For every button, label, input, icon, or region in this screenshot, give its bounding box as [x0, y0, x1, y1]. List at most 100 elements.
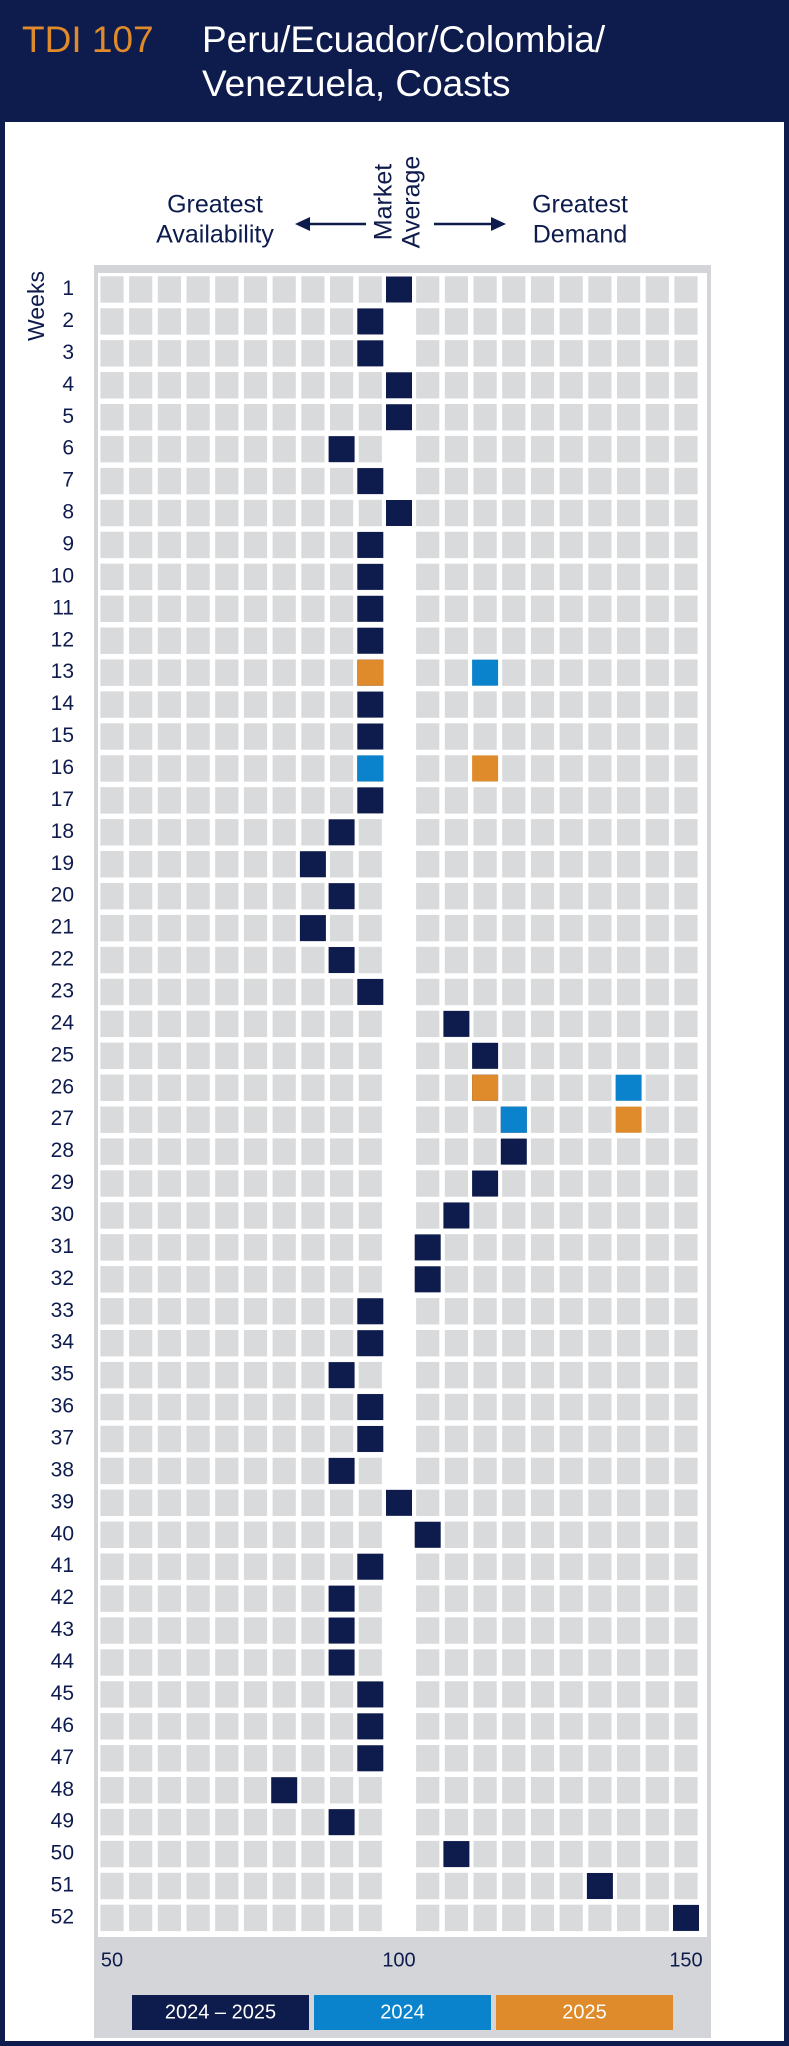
- grid-cell: [530, 1266, 555, 1293]
- dot: [357, 595, 384, 622]
- grid-cell: [502, 1202, 526, 1229]
- grid-cell: [444, 1808, 468, 1836]
- grid-cell: [416, 1585, 440, 1612]
- grid-cell: [129, 914, 153, 942]
- grid-cell: [186, 435, 210, 463]
- dot: [328, 819, 355, 846]
- grid-cell: [186, 1585, 210, 1612]
- grid-cell: [645, 723, 669, 750]
- grid-cell: [243, 340, 268, 367]
- grid-cell: [330, 340, 354, 367]
- grid-cell: [473, 1393, 497, 1421]
- grid-cell: [157, 340, 181, 367]
- y-axis-label: Weeks: [23, 271, 49, 341]
- grid-cell: [186, 276, 210, 303]
- grid-cell: [129, 882, 153, 910]
- grid-cell: [473, 499, 497, 527]
- grid-cell: [617, 659, 641, 686]
- grid-cell: [157, 1904, 181, 1932]
- grid-cell: [272, 1266, 296, 1293]
- grid-cell: [272, 1329, 296, 1357]
- grid-cell: [416, 851, 440, 878]
- grid-cell: [473, 1585, 497, 1612]
- grid-cell: [444, 276, 468, 303]
- grid-cell: [444, 691, 468, 718]
- grid-cell: [645, 467, 669, 495]
- grid-cell: [645, 531, 669, 559]
- grid-cell: [617, 340, 641, 367]
- grid-cell: [645, 1904, 669, 1932]
- grid-cell: [186, 1138, 210, 1165]
- grid-cell: [559, 1872, 583, 1900]
- grid-cell: [444, 1521, 468, 1548]
- grid-cell: [186, 404, 210, 431]
- grid-cell: [215, 1074, 239, 1101]
- grid-cell: [502, 1457, 526, 1485]
- grid-cell: [272, 1713, 296, 1740]
- grid-cell: [330, 627, 354, 654]
- grid-cell: [588, 1393, 612, 1421]
- grid-cell: [243, 1138, 268, 1165]
- grid-cell: [502, 1649, 526, 1676]
- grid-cell: [358, 1202, 382, 1229]
- grid-cell: [588, 659, 612, 686]
- dot: [472, 755, 499, 782]
- grid-cell: [617, 1649, 641, 1676]
- grid-cell: [272, 1840, 296, 1868]
- grid-cell: [100, 1808, 124, 1836]
- dot: [472, 1170, 499, 1197]
- grid-cell: [588, 1713, 612, 1740]
- y-tick-label: 38: [51, 1458, 74, 1481]
- grid-cell: [330, 659, 354, 686]
- grid-cell: [559, 372, 583, 399]
- grid-cell: [645, 1106, 669, 1133]
- grid-cell: [559, 627, 583, 654]
- grid-cell: [444, 1042, 468, 1070]
- grid-cell: [473, 308, 497, 335]
- grid-cell: [473, 1425, 497, 1453]
- grid-cell: [272, 372, 296, 399]
- grid-cell: [588, 1553, 612, 1580]
- grid-cell: [358, 1521, 382, 1548]
- grid-cell: [502, 627, 526, 654]
- grid-cell: [100, 1745, 124, 1772]
- y-tick-label: 43: [51, 1618, 74, 1641]
- grid-cell: [674, 1585, 698, 1612]
- grid-cell: [301, 691, 325, 718]
- grid-cell: [186, 1106, 210, 1133]
- grid-cell: [444, 1074, 468, 1101]
- grid-cell: [186, 1713, 210, 1740]
- y-tick-label: 47: [51, 1746, 74, 1769]
- grid-cell: [129, 946, 153, 974]
- grid-cell: [674, 1681, 698, 1708]
- grid-cell: [530, 1138, 555, 1165]
- grid-cell: [100, 978, 124, 1006]
- grid-cell: [129, 978, 153, 1006]
- grid-cell: [100, 1170, 124, 1197]
- grid-cell: [186, 1681, 210, 1708]
- y-tick-label: 1: [62, 277, 74, 300]
- grid-cell: [588, 1202, 612, 1229]
- grid-cell: [330, 563, 354, 591]
- grid-cell: [645, 276, 669, 303]
- grid-cell: [617, 1585, 641, 1612]
- grid-cell: [100, 946, 124, 974]
- grid-cell: [416, 819, 440, 846]
- grid-cell: [502, 1904, 526, 1932]
- grid-cell: [243, 1298, 268, 1325]
- grid-cell: [502, 1074, 526, 1101]
- grid-cell: [645, 1329, 669, 1357]
- grid-cell: [416, 1010, 440, 1038]
- grid-cell: [301, 1521, 325, 1548]
- grid-cell: [416, 1776, 440, 1804]
- grid-cell: [186, 946, 210, 974]
- grid-cell: [645, 1202, 669, 1229]
- grid-cell: [645, 1298, 669, 1325]
- grid-cell: [272, 563, 296, 591]
- grid-cell: [444, 1713, 468, 1740]
- grid-cell: [129, 1745, 153, 1772]
- grid-cell: [559, 882, 583, 910]
- grid-cell: [645, 1553, 669, 1580]
- grid-cell: [502, 1808, 526, 1836]
